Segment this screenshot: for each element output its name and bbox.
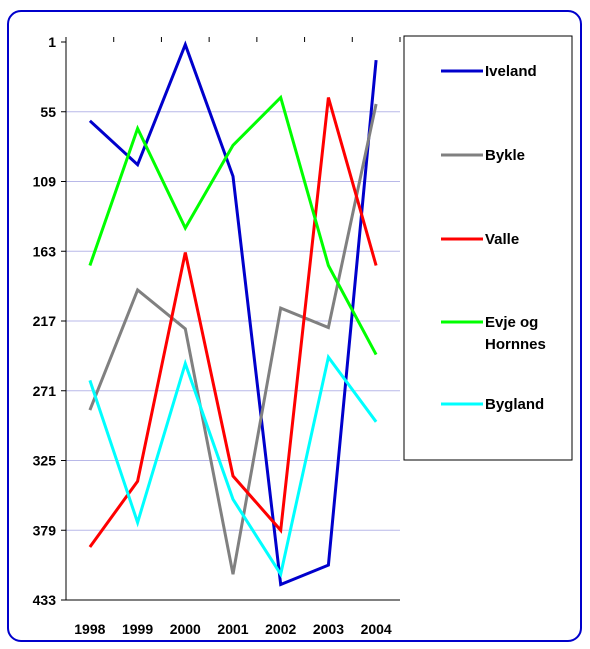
y-tick-label: 217 (33, 313, 57, 329)
legend-label-evje-og-hornnes-line2: Hornnes (485, 336, 546, 353)
y-tick-label: 433 (33, 592, 57, 608)
x-tick-label: 1999 (122, 621, 153, 637)
y-tick-label: 379 (33, 522, 57, 538)
y-tick-label: 55 (40, 104, 56, 120)
x-tick-label: 2002 (265, 621, 296, 637)
y-tick-label: 325 (33, 453, 57, 469)
x-tick-label: 2001 (217, 621, 248, 637)
series-line-bygland (88, 353, 378, 579)
legend: Iveland Bykle Valle Evje og Hornnes Bygland (403, 35, 573, 461)
chart-frame (7, 10, 582, 642)
y-tick-label: 109 (33, 174, 57, 190)
legend-label-bygland: Bygland (485, 396, 544, 413)
series-line-evje-og-hornnes (88, 94, 378, 356)
x-tick-label: 2003 (313, 621, 344, 637)
legend-box (403, 35, 573, 461)
series-line-iveland (88, 40, 378, 587)
legend-label-bykle: Bykle (485, 147, 525, 164)
x-tick-label: 2000 (170, 621, 201, 637)
series-line-valle (88, 97, 378, 548)
series-lines (88, 40, 378, 587)
axes: 1 55 109 163 217 271 325 379 433 1998 1999 2000 2001… (33, 34, 401, 637)
legend-label-valle: Valle (485, 231, 519, 248)
legend-label-evje-og-hornnes: Evje og (485, 314, 538, 331)
x-tick-label: 2004 (361, 621, 392, 637)
y-tick-label: 1 (48, 34, 56, 50)
legend-label-iveland: Iveland (485, 63, 537, 80)
x-tick-label: 1998 (74, 621, 105, 637)
y-tick-label: 271 (33, 383, 57, 399)
y-tick-label: 163 (33, 243, 57, 259)
series-line-bykle (88, 103, 378, 575)
